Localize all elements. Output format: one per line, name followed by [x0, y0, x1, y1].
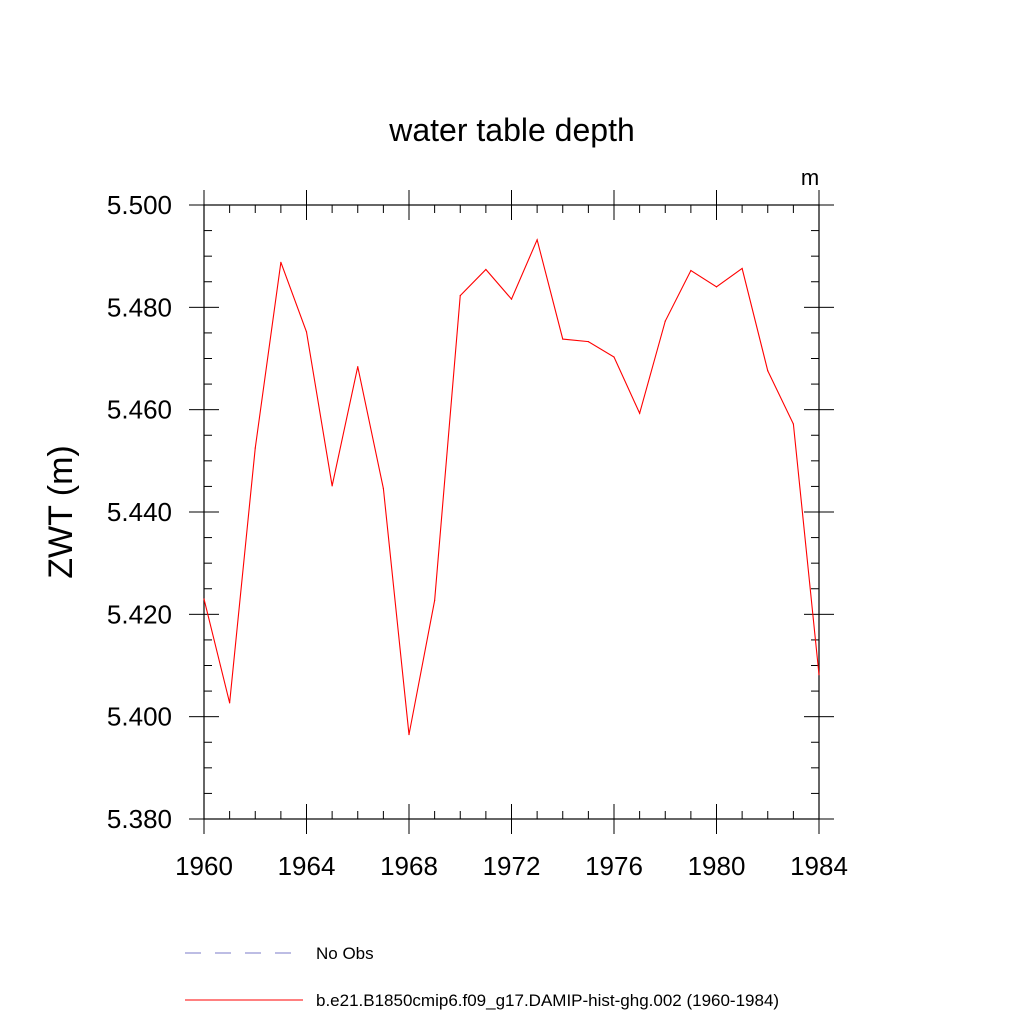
- y-axis: 5.380 5.400 5.420 5.440 5.460 5.480 5.500: [107, 190, 834, 834]
- y-axis-label: ZWT (m): [42, 445, 80, 578]
- data-point: [434, 599, 436, 602]
- legend-label-0: No Obs: [316, 944, 374, 963]
- data-point: [690, 269, 692, 272]
- data-point: [203, 598, 205, 600]
- data-point: [741, 267, 743, 270]
- data-point: [485, 268, 487, 271]
- data-point: [254, 447, 256, 449]
- data-point: [639, 412, 641, 414]
- data-point: [562, 338, 564, 340]
- data-point: [357, 366, 359, 368]
- x-tick-label: 1984: [790, 851, 848, 881]
- data-point: [331, 485, 333, 487]
- x-tick-label: 1972: [483, 851, 541, 881]
- data-point: [536, 239, 538, 241]
- x-axis: 1960 1964 1968 1972 1976 1980 1984: [175, 190, 848, 881]
- y-tick-label: 5.420: [107, 599, 172, 629]
- data-point: [587, 341, 589, 343]
- data-point: [613, 356, 615, 358]
- y-tick-label: 5.400: [107, 702, 172, 732]
- x-tick-label: 1968: [380, 851, 438, 881]
- y-tick-label: 5.380: [107, 804, 172, 834]
- data-point: [818, 674, 820, 676]
- x-tick-label: 1964: [278, 851, 336, 881]
- data-point: [510, 298, 513, 300]
- chart-title: water table depth: [388, 112, 635, 148]
- series-line-1: [203, 238, 820, 735]
- data-point: [767, 370, 769, 372]
- series-layer: [203, 238, 820, 736]
- y-tick-label: 5.440: [107, 497, 172, 527]
- data-point: [664, 320, 666, 322]
- y-tick-label: 5.460: [107, 395, 172, 425]
- legend: No Obs b.e21.B1850cmip6.f09_g17.DAMIP-his…: [185, 944, 779, 1010]
- y-tick-label: 5.480: [107, 292, 172, 322]
- y-tick-label: 5.500: [107, 190, 172, 220]
- plot-frame: [203, 204, 820, 820]
- data-point: [229, 702, 231, 704]
- data-point: [305, 331, 308, 333]
- x-tick-label: 1980: [688, 851, 746, 881]
- data-point: [792, 423, 794, 425]
- units-label: m: [801, 165, 819, 190]
- x-tick-label: 1960: [175, 851, 233, 881]
- data-point: [280, 261, 282, 263]
- data-point: [459, 294, 461, 297]
- data-point: [382, 487, 384, 490]
- legend-label-1: b.e21.B1850cmip6.f09_g17.DAMIP-hist-ghg.…: [316, 991, 779, 1010]
- data-point: [715, 286, 718, 288]
- data-point: [408, 733, 410, 736]
- x-tick-label: 1976: [585, 851, 643, 881]
